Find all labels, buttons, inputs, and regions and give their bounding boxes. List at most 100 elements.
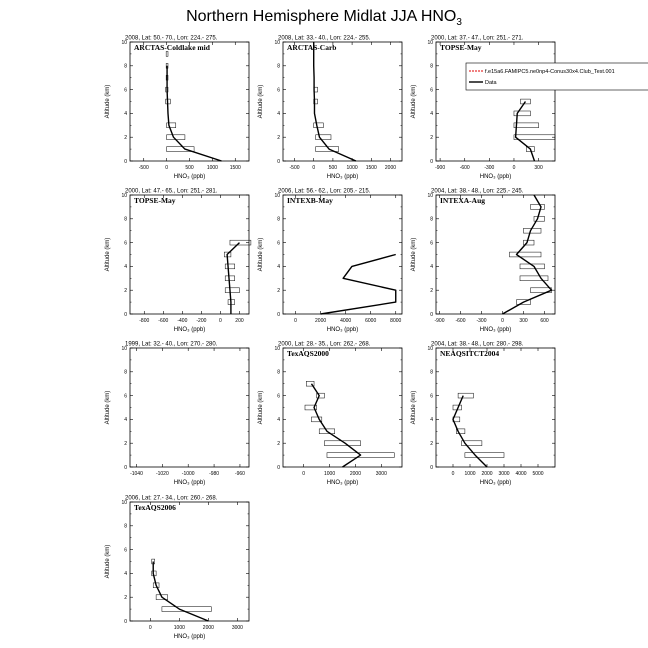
range-bar: [461, 440, 483, 446]
x-tick-label: 1000: [324, 471, 335, 477]
panel-info-label: 2000, Lat: 47.- 65., Lon: 251.- 281.: [125, 189, 218, 195]
x-tick-label: -980: [209, 471, 219, 477]
range-bar: [316, 392, 325, 399]
title-subscript: 3: [456, 17, 462, 29]
x-tick-label: -800: [139, 318, 149, 324]
x-tick-label: 1000: [207, 165, 218, 171]
y-tick-label: 0: [277, 465, 280, 471]
y-axis-label: Altitude (km): [105, 85, 111, 119]
x-tick-label: 1000: [464, 471, 475, 477]
x-tick-label: 600: [540, 318, 549, 324]
x-tick-label: -600: [455, 318, 465, 324]
y-tick-label: 2: [124, 288, 127, 294]
x-tick-label: 300: [534, 165, 543, 171]
y-tick-label: 6: [124, 547, 127, 553]
x-tick-label: 3000: [376, 471, 387, 477]
chart-panel: 2008, Lat: 33.- 40., Lon: 224.- 255. 0 2 4 6…: [258, 36, 403, 180]
y-tick-label: 8: [124, 64, 127, 70]
y-tick-label: 2: [430, 288, 433, 294]
x-tick-label: 2000: [385, 165, 396, 171]
range-bar: [306, 381, 315, 387]
x-tick-label: -200: [196, 318, 206, 324]
x-tick-label: 0: [294, 318, 297, 324]
y-tick-label: 6: [124, 393, 127, 399]
y-tick-label: 8: [277, 370, 280, 376]
legend-box: [465, 62, 648, 91]
data-profile-line: [310, 383, 362, 468]
y-tick-label: 6: [277, 393, 280, 399]
range-bar: [533, 216, 545, 222]
y-tick-label: 6: [277, 240, 280, 246]
x-tick-label: 5000: [532, 471, 543, 477]
range-bar: [513, 134, 556, 140]
range-bar: [166, 122, 177, 128]
y-tick-label: 2: [277, 288, 280, 294]
y-tick-label: 8: [124, 217, 127, 223]
panel-name: TexAQS2000: [287, 349, 329, 358]
chart-panel: 2008, Lat: 50.- 70., Lon: 224.- 275. 0 2 4 6…: [105, 36, 250, 180]
y-tick-label: 4: [277, 264, 280, 270]
x-tick-label: 4000: [515, 471, 526, 477]
x-tick-label: 0: [501, 318, 504, 324]
x-axis-label: HNO₃ (ppb): [480, 327, 511, 333]
range-bar: [224, 263, 235, 270]
x-tick-label: 500: [185, 165, 194, 171]
legend-data-label: Data: [485, 80, 498, 86]
y-tick-label: 4: [277, 111, 280, 117]
y-axis-label: Altitude (km): [258, 238, 264, 272]
data-profile-line: [452, 395, 488, 468]
x-tick-label: -500: [139, 165, 149, 171]
y-tick-label: 0: [124, 312, 127, 318]
x-tick-label: 0: [302, 471, 305, 477]
x-tick-label: 200: [235, 318, 244, 324]
x-tick-label: 2000: [481, 471, 492, 477]
x-tick-label: 1000: [347, 165, 358, 171]
range-bar: [229, 239, 252, 246]
range-bar: [523, 239, 535, 246]
y-tick-label: 6: [430, 240, 433, 246]
range-bar: [155, 594, 168, 600]
x-tick-label: 0: [312, 165, 315, 171]
y-tick-label: 8: [430, 217, 433, 223]
page-title: Northern Hemisphere Midlat JJA HNO3: [0, 8, 648, 28]
range-bar: [224, 275, 235, 281]
range-bar: [457, 392, 474, 399]
range-bar: [516, 299, 531, 305]
y-tick-label: 4: [124, 111, 127, 117]
x-tick-label: 0: [149, 625, 152, 631]
y-tick-label: 2: [124, 135, 127, 141]
y-tick-label: 10: [274, 193, 280, 199]
x-tick-label: 0: [452, 471, 455, 477]
x-tick-label: 6000: [365, 318, 376, 324]
range-bar: [526, 146, 535, 152]
x-tick-label: -900: [434, 318, 444, 324]
range-bar: [519, 263, 545, 270]
x-tick-label: -960: [235, 471, 245, 477]
x-tick-label: 1500: [366, 165, 377, 171]
y-tick-label: 2: [277, 135, 280, 141]
y-axis-label: Altitude (km): [105, 238, 111, 272]
x-tick-label: 3000: [498, 471, 509, 477]
y-tick-label: 10: [121, 193, 127, 199]
x-tick-label: 0: [513, 165, 516, 171]
x-tick-label: 2000: [350, 471, 361, 477]
range-bar: [519, 275, 549, 281]
y-tick-label: 8: [277, 217, 280, 223]
y-tick-label: 10: [121, 40, 127, 46]
range-bar: [304, 404, 317, 411]
panel-info-label: 2000, Lat: 28.- 35., Lon: 262.- 268.: [278, 342, 371, 348]
data-profile-line: [166, 65, 222, 162]
x-axis-label: HNO₃ (ppb): [480, 480, 511, 486]
y-axis-label: Altitude (km): [258, 391, 264, 425]
chart-panel: 2004, Lat: 38.- 48., Lon: 280.- 298. 0 2 4 6…: [411, 342, 556, 486]
panel-name: TOPSE-May: [440, 43, 482, 52]
y-tick-label: 0: [430, 159, 433, 165]
panel-info-label: 2006, Lat: 56.- 62., Lon: 205.- 215.: [278, 189, 371, 195]
x-tick-label: -1040: [130, 471, 143, 477]
chart-panel: 2000, Lat: 28.- 35., Lon: 262.- 268. 0 2 4 6…: [258, 342, 403, 486]
y-tick-label: 6: [124, 87, 127, 93]
range-bar: [456, 428, 466, 434]
y-tick-label: 0: [430, 312, 433, 318]
range-bar: [513, 122, 539, 128]
y-axis-label: Altitude (km): [411, 391, 417, 425]
